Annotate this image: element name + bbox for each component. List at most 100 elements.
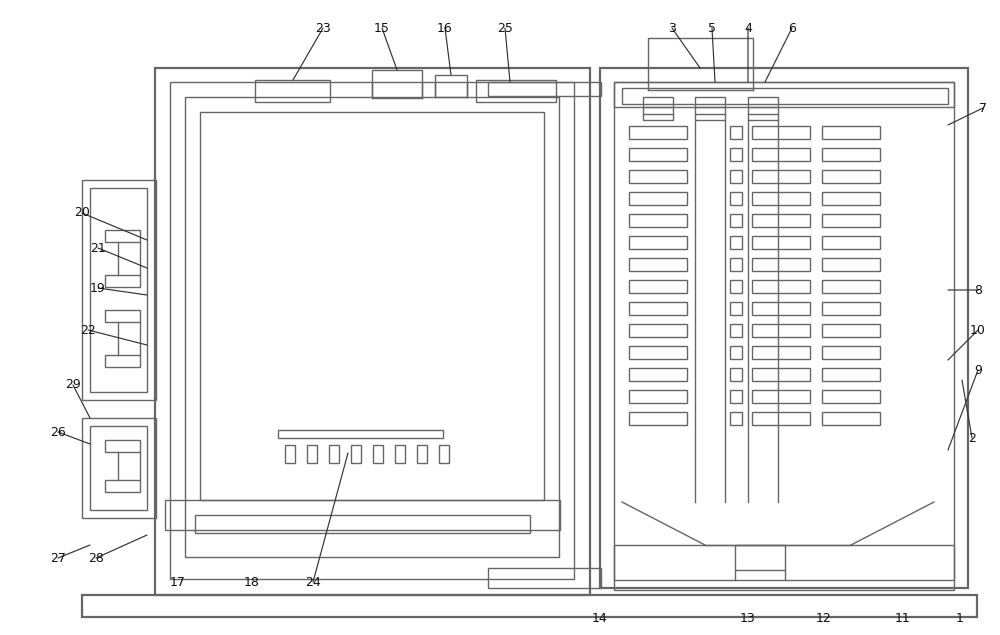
Bar <box>752 170 810 183</box>
Bar <box>730 192 742 205</box>
Bar <box>278 430 443 438</box>
Bar <box>105 230 140 242</box>
Text: 11: 11 <box>895 612 911 624</box>
Bar <box>629 302 687 315</box>
Bar <box>752 214 810 227</box>
Bar <box>82 595 977 617</box>
Bar <box>730 390 742 403</box>
Bar <box>629 390 687 403</box>
Bar <box>629 368 687 381</box>
Bar <box>629 148 687 161</box>
Bar <box>629 236 687 249</box>
Bar <box>822 324 880 337</box>
Bar <box>90 188 147 392</box>
Bar <box>629 192 687 205</box>
Bar <box>752 368 810 381</box>
Bar <box>730 258 742 271</box>
Text: 24: 24 <box>305 575 321 589</box>
Bar <box>730 170 742 183</box>
Bar <box>105 355 140 367</box>
Text: 17: 17 <box>170 575 186 589</box>
Bar <box>730 368 742 381</box>
Text: 4: 4 <box>744 22 752 34</box>
Text: 18: 18 <box>244 575 260 589</box>
Text: 22: 22 <box>80 323 96 337</box>
Bar <box>822 280 880 293</box>
Text: 6: 6 <box>788 22 796 34</box>
Bar <box>822 346 880 359</box>
Text: 2: 2 <box>968 432 976 444</box>
Bar <box>695 114 725 120</box>
Bar <box>752 412 810 425</box>
Text: 28: 28 <box>88 552 104 565</box>
Bar <box>614 82 954 580</box>
Bar <box>822 236 880 249</box>
Bar <box>752 346 810 359</box>
Text: 21: 21 <box>90 241 106 255</box>
Bar <box>695 97 725 107</box>
Bar <box>373 445 383 463</box>
Text: 15: 15 <box>374 22 390 34</box>
Bar <box>105 275 140 287</box>
Bar <box>752 280 810 293</box>
Bar <box>752 390 810 403</box>
Bar <box>395 445 405 463</box>
Bar <box>185 97 559 557</box>
Bar <box>643 97 673 107</box>
Text: 27: 27 <box>50 552 66 565</box>
Bar <box>730 302 742 315</box>
Bar <box>285 445 295 463</box>
Bar <box>105 440 140 452</box>
Bar <box>822 258 880 271</box>
Text: 12: 12 <box>816 612 832 624</box>
Bar <box>155 68 590 595</box>
Bar <box>629 346 687 359</box>
Bar <box>90 426 147 510</box>
Bar <box>372 70 422 98</box>
Bar <box>614 545 954 590</box>
Bar <box>730 346 742 359</box>
Bar <box>629 170 687 183</box>
Bar <box>614 82 954 107</box>
Text: 13: 13 <box>740 612 756 624</box>
Bar <box>752 258 810 271</box>
Bar <box>730 148 742 161</box>
Bar <box>170 82 574 579</box>
Bar <box>648 38 753 90</box>
Bar <box>82 418 156 518</box>
Bar <box>629 412 687 425</box>
Bar <box>752 324 810 337</box>
Bar <box>329 445 339 463</box>
Bar <box>822 126 880 139</box>
Bar <box>822 302 880 315</box>
Bar <box>752 236 810 249</box>
Text: 20: 20 <box>74 206 90 220</box>
Bar <box>439 445 449 463</box>
Bar <box>748 114 778 120</box>
Bar <box>752 126 810 139</box>
Bar <box>488 568 601 588</box>
Bar <box>600 68 968 588</box>
Bar <box>822 148 880 161</box>
Text: 9: 9 <box>974 363 982 377</box>
Bar <box>476 80 556 102</box>
Bar <box>165 500 560 530</box>
Bar <box>105 480 140 492</box>
Bar <box>629 258 687 271</box>
Bar <box>417 445 427 463</box>
Bar <box>730 236 742 249</box>
Bar <box>629 324 687 337</box>
Text: 16: 16 <box>437 22 453 34</box>
Bar <box>752 148 810 161</box>
Bar <box>488 82 601 96</box>
Bar <box>105 310 140 322</box>
Bar <box>200 112 544 500</box>
Bar <box>730 280 742 293</box>
Text: 5: 5 <box>708 22 716 34</box>
Bar <box>82 180 156 400</box>
Bar <box>255 80 330 102</box>
Bar <box>752 302 810 315</box>
Bar <box>629 214 687 227</box>
Bar <box>730 324 742 337</box>
Text: 14: 14 <box>592 612 608 624</box>
